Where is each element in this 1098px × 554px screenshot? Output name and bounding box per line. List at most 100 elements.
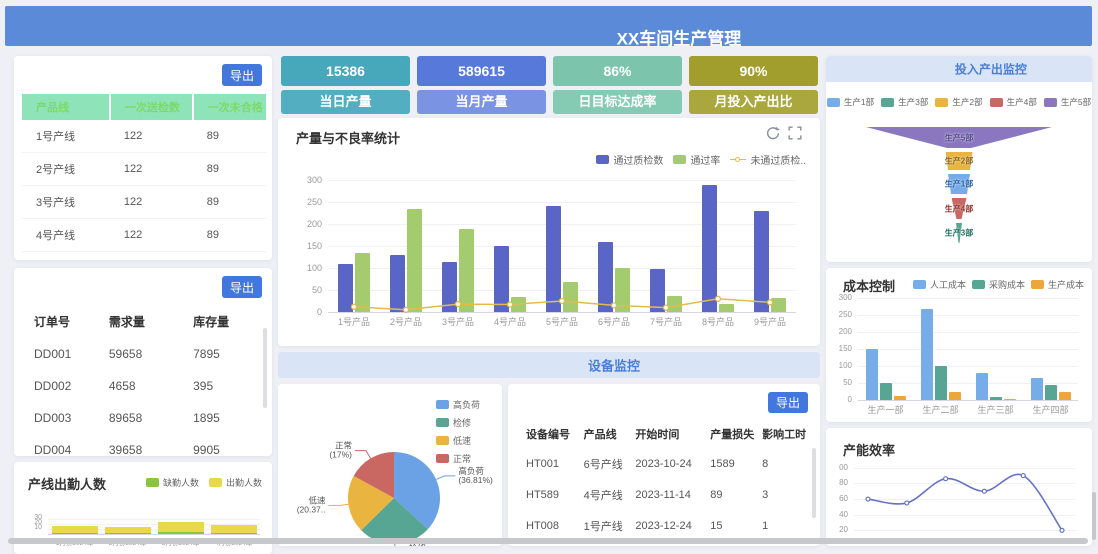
horizontal-scrollbar[interactable] xyxy=(8,538,1088,544)
funnel-stage-label: 生产5部 xyxy=(944,133,974,142)
gridline xyxy=(858,366,1078,367)
cell: 4号产线 xyxy=(583,489,623,502)
legend-item[interactable]: 缺勤人数 xyxy=(145,476,199,489)
cell: 1号产线 xyxy=(22,120,110,153)
bar xyxy=(920,308,933,400)
table-row: DD004 39658 9905 xyxy=(22,434,256,456)
column-header: 一次未合格 xyxy=(191,94,266,120)
line-marker xyxy=(865,496,871,502)
legend-swatch xyxy=(208,478,222,487)
pie-slice xyxy=(353,452,394,498)
refresh-icon[interactable] xyxy=(766,126,780,140)
legend-swatch xyxy=(935,97,949,107)
vertical-scrollbar[interactable] xyxy=(1092,492,1096,540)
legend-swatch xyxy=(673,155,687,164)
funnel-stage xyxy=(951,198,967,219)
export-button[interactable]: 导出 xyxy=(222,276,262,298)
table-header-row: 产品线 一次送检数 一次未合格 xyxy=(22,94,266,120)
pie-label-line xyxy=(435,475,456,480)
legend-swatch xyxy=(436,418,449,427)
column-header: 订单号 xyxy=(34,314,71,329)
legend-item[interactable]: 人工成本 xyxy=(912,278,966,291)
cell: HT589 xyxy=(526,488,560,501)
bar xyxy=(104,533,151,534)
bar xyxy=(442,262,457,312)
legend-item[interactable]: 通过率 xyxy=(673,152,720,167)
table-header-row: 设备编号 产品线 开始时间 产量损失 影响工时 xyxy=(518,420,806,448)
funnel-stage-label: 生产1部 xyxy=(944,179,974,189)
legend-item[interactable]: 检修 xyxy=(436,416,471,429)
fullscreen-icon[interactable] xyxy=(788,126,802,140)
bar xyxy=(355,253,370,312)
legend-label: 未通过质检.. xyxy=(750,156,806,167)
legend-label: 低速 xyxy=(453,436,472,446)
legend-swatch xyxy=(596,155,610,164)
funnel-stage xyxy=(948,174,970,194)
table-row: 4号产线 122 89 xyxy=(22,218,266,252)
legend-item[interactable]: 采购成本 xyxy=(971,278,1025,291)
table-row: DD001 59658 7895 xyxy=(22,338,256,370)
legend-swatch xyxy=(989,97,1003,107)
table-row: HT589 4号产线 2023-11-14 89 3 xyxy=(518,479,806,510)
axis-tick-label: 10 xyxy=(34,524,42,531)
cost-control-chart: 0 50 100 150 200 250 300 生产一部 生产二部 生产三部 生产四部 xyxy=(832,293,1086,416)
legend-item[interactable]: 高负荷 xyxy=(436,398,480,411)
cell: 8 xyxy=(762,457,769,470)
production-quality-chart: 0 50 100 150 200 250 300 1号产品 2号产品 3号产品 4号产品 5号产品 6号… xyxy=(288,175,810,338)
gridline xyxy=(858,298,1078,299)
axis-category-label: 4号产品 xyxy=(493,317,526,327)
column-header: 设备编号 xyxy=(526,429,570,441)
cell: 89 xyxy=(192,218,266,252)
gridline xyxy=(48,524,260,525)
chart-title: 产能效率 xyxy=(843,443,896,458)
axis-category-label: 3号产品 xyxy=(441,317,474,327)
line-path xyxy=(867,473,1063,531)
legend-item[interactable]: 通过质检数 xyxy=(596,152,663,167)
column-header: 库存量 xyxy=(193,314,230,329)
export-button[interactable]: 导出 xyxy=(222,64,262,86)
axis-category-label: 5号产品 xyxy=(545,317,578,327)
gridline xyxy=(328,268,796,269)
bar xyxy=(546,206,561,312)
axis-tick-label: 0 xyxy=(316,307,322,317)
cell: 1895 xyxy=(193,411,220,425)
equipment-status-legend: 高负荷检修低速正常 xyxy=(436,398,480,465)
bar xyxy=(719,303,734,312)
axis-tick-label: 60 xyxy=(839,494,848,504)
legend-item[interactable]: 生产1部 xyxy=(826,96,874,108)
table-row: DD002 4658 395 xyxy=(22,370,256,402)
funnel-stage xyxy=(956,223,962,243)
axis-line xyxy=(48,534,260,535)
cell: 3 xyxy=(762,488,769,501)
legend-item[interactable]: 生产4部 xyxy=(989,96,1037,108)
bar xyxy=(989,396,1002,400)
capacity-efficiency-chart: 20 40 60 80 00 xyxy=(830,454,1086,546)
chart-title: 产线出勤人数 xyxy=(28,477,107,492)
legend-label: 采购成本 xyxy=(988,280,1025,290)
axis-tick-label: 150 xyxy=(838,344,852,353)
gridline xyxy=(858,332,1078,333)
table-row: HT001 6号产线 2023-10-24 1589 8 xyxy=(518,448,806,479)
legend-swatch xyxy=(971,280,985,289)
table-scrollbar[interactable] xyxy=(812,448,816,518)
pie-chart-svg: 高负荷(36.81%) 检修(25.82%) 低速(20.37.. 正常(17%) xyxy=(297,441,493,546)
legend-swatch xyxy=(145,478,159,487)
cell: 1589 xyxy=(710,457,735,470)
legend-item[interactable]: 生产3部 xyxy=(881,96,928,108)
table-scrollbar[interactable] xyxy=(263,328,267,408)
legend-item[interactable]: 生产5部 xyxy=(1043,96,1091,108)
bar xyxy=(338,263,353,312)
legend-item[interactable]: 生产成本 xyxy=(1030,278,1084,291)
legend-item[interactable]: 出勤人数 xyxy=(208,476,262,489)
kpi-daily-target-value: 86% xyxy=(553,56,682,86)
orders-table-card: 导出 订单号 需求量 库存量 DD001 59658 7895 DD002 4658 395 DD… xyxy=(14,268,272,456)
bar xyxy=(934,366,947,400)
legend-item[interactable]: 未通过质检.. xyxy=(730,152,806,167)
legend-item[interactable]: 生产2部 xyxy=(935,96,983,108)
axis-tick-label: 20 xyxy=(34,519,42,526)
export-button[interactable]: 导出 xyxy=(768,392,808,413)
gridline xyxy=(854,530,1076,532)
legend-item[interactable]: 正常 xyxy=(436,452,471,465)
legend-item[interactable]: 低速 xyxy=(436,434,471,447)
axis-tick-label: 200 xyxy=(306,219,322,229)
